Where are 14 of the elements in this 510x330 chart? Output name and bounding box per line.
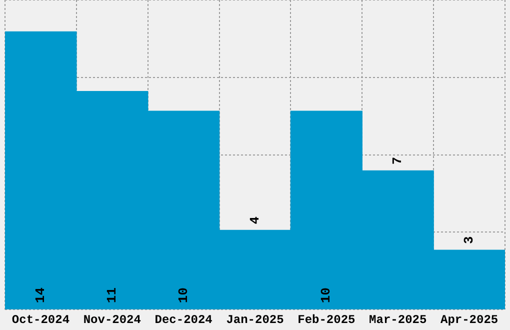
x-tick-label: Mar-2025 (369, 312, 427, 327)
x-tick-label: Nov-2024 (83, 312, 141, 327)
x-tick-label: Dec-2024 (154, 312, 212, 327)
data-label: 4 (247, 216, 262, 224)
x-tick-label: Jan-2025 (226, 312, 284, 327)
x-tick-label: Feb-2025 (298, 312, 356, 327)
data-label: 10 (318, 287, 334, 304)
data-label: 11 (104, 287, 120, 304)
x-tick-label: Oct-2024 (12, 312, 70, 327)
data-label: 3 (462, 236, 477, 244)
data-label: 7 (390, 156, 406, 165)
x-tick-label: Apr-2025 (440, 312, 498, 327)
data-label: 10 (176, 287, 191, 304)
data-label: 14 (32, 287, 48, 304)
